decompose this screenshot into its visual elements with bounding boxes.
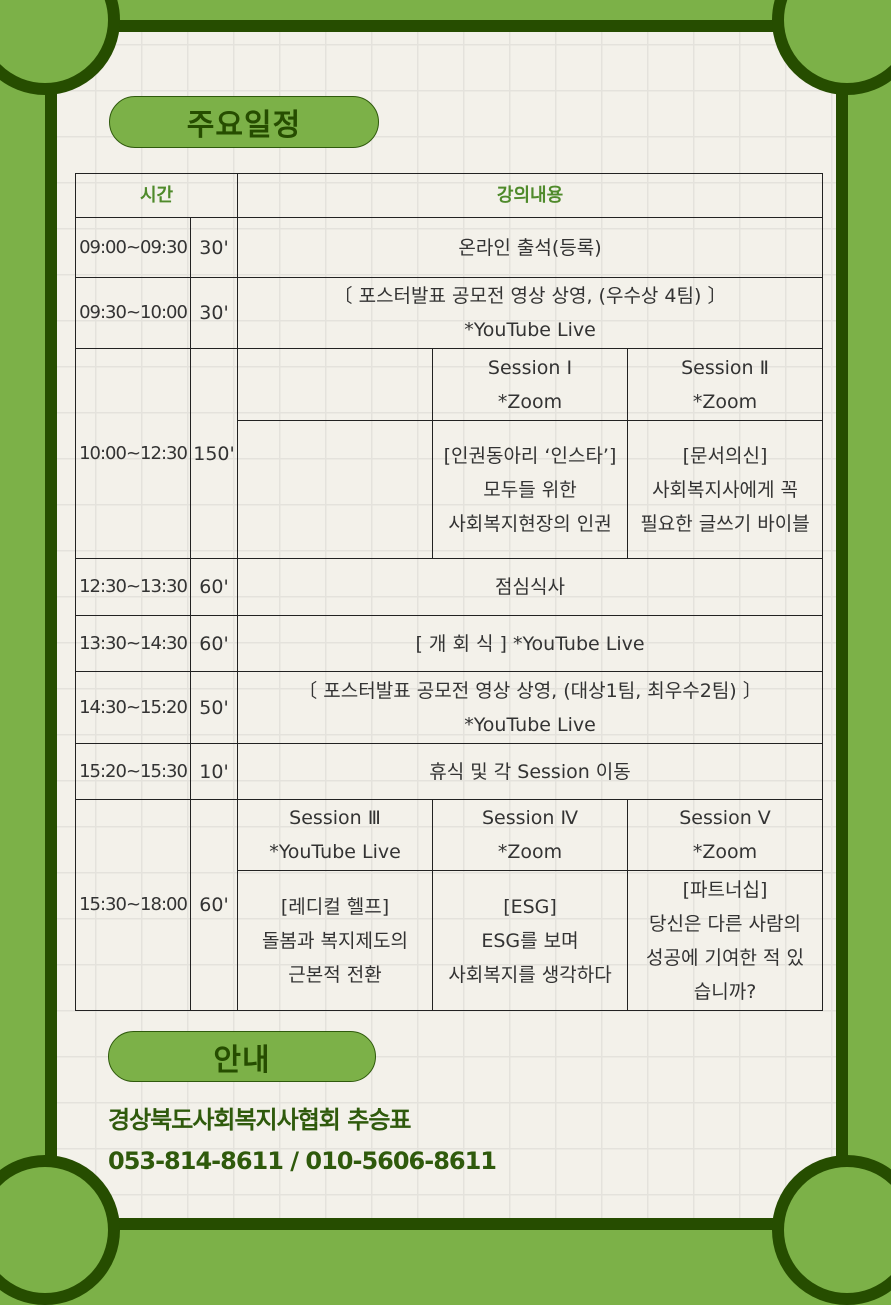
session-name-cell: Session Ⅴ *Zoom [626, 799, 824, 871]
time-cell: 15:20~15:30 [75, 743, 191, 800]
session-name-cell: Session Ⅰ *Zoom [432, 348, 628, 421]
schedule-title: 주요일정 [109, 96, 379, 148]
content-cell: 〔 포스터발표 공모전 영상 상영, (대상1팀, 최우수2팀) 〕 *YouT… [236, 671, 824, 744]
session-topic-cell: [인권동아리 ‘인스타’] 모두들 위한 사회복지현장의 인권 [432, 420, 628, 559]
time-cell: 14:30~15:20 [75, 671, 191, 744]
table-row: 09:30~10:00 30' 〔 포스터발표 공모전 영상 상영, (우수상 … [75, 277, 824, 349]
time-cell: 10:00~12:30 [75, 348, 191, 559]
duration-cell: 60' [190, 615, 238, 672]
content-cell: 휴식 및 각 Session 이동 [236, 743, 824, 800]
duration-cell: 60' [190, 799, 238, 1011]
duration-cell: 150' [190, 348, 238, 559]
time-cell: 15:30~18:00 [75, 799, 191, 1011]
time-cell: 12:30~13:30 [75, 558, 191, 616]
time-cell: 13:30~14:30 [75, 615, 191, 672]
session-name-cell: Session Ⅲ *YouTube Live [237, 799, 433, 871]
info-title: 안내 [108, 1031, 376, 1082]
table-row: 13:30~14:30 60' [ 개 회 식 ] *YouTube Live [75, 615, 824, 672]
table-row: 14:30~15:20 50' 〔 포스터발표 공모전 영상 상영, (대상1팀… [75, 671, 824, 744]
duration-cell: 30' [190, 277, 238, 349]
empty-cell [237, 348, 433, 421]
header-content: 강의내용 [236, 173, 824, 218]
contact-name: 경상북도사회복지사협회 추승표 [108, 1106, 411, 1134]
session-topic-cell: [문서의신] 사회복지사에게 꼭 필요한 글쓰기 바이블 [626, 420, 824, 559]
duration-cell: 60' [190, 558, 238, 616]
content-cell: 온라인 출석(등록) [236, 217, 824, 278]
session-name-cell: Session Ⅳ *Zoom [432, 799, 628, 871]
content-cell: 〔 포스터발표 공모전 영상 상영, (우수상 4팀) 〕 *YouTube L… [236, 277, 824, 349]
session-name-cell: Session Ⅱ *Zoom [626, 348, 824, 421]
time-cell: 09:00~09:30 [75, 217, 191, 278]
table-row: [인권동아리 ‘인스타’] 모두들 위한 사회복지현장의 인권 [문서의신] 사… [76, 420, 824, 559]
empty-cell [237, 420, 433, 559]
duration-cell: 30' [190, 217, 238, 278]
table-row: 12:30~13:30 60' 점심식사 [75, 558, 824, 616]
content-cell: 점심식사 [236, 558, 824, 616]
table-header-row: 시간 강의내용 [75, 173, 824, 218]
session-topic-cell: [파트너십] 당신은 다른 사람의 성공에 기여한 적 있 습니까? [626, 870, 824, 1011]
table-row: 15:30~18:00 60' Session Ⅲ *YouTube Live … [75, 799, 824, 1011]
session-topic-cell: [ESG] ESG를 보며 사회복지를 생각하다 [432, 870, 628, 1011]
time-cell: 09:30~10:00 [75, 277, 191, 349]
schedule-table: 시간 강의내용 09:00~09:30 30' 온라인 출석(등록) 09:30… [75, 173, 824, 1011]
table-row: 09:00~09:30 30' 온라인 출석(등록) [75, 217, 824, 278]
contact-phone: 053-814-8611 / 010-5606-8611 [108, 1147, 497, 1175]
table-row: [레디컬 헬프] 돌봄과 복지제도의 근본적 전환 [ESG] ESG를 보며 … [76, 870, 824, 1011]
duration-cell: 50' [190, 671, 238, 744]
table-row: 10:00~12:30 150' Session Ⅰ *Zoom Session… [75, 348, 824, 559]
header-time: 시간 [75, 173, 238, 218]
duration-cell: 10' [190, 743, 238, 800]
content-cell: [ 개 회 식 ] *YouTube Live [236, 615, 824, 672]
table-row: 15:20~15:30 10' 휴식 및 각 Session 이동 [75, 743, 824, 800]
session-topic-cell: [레디컬 헬프] 돌봄과 복지제도의 근본적 전환 [237, 870, 433, 1011]
